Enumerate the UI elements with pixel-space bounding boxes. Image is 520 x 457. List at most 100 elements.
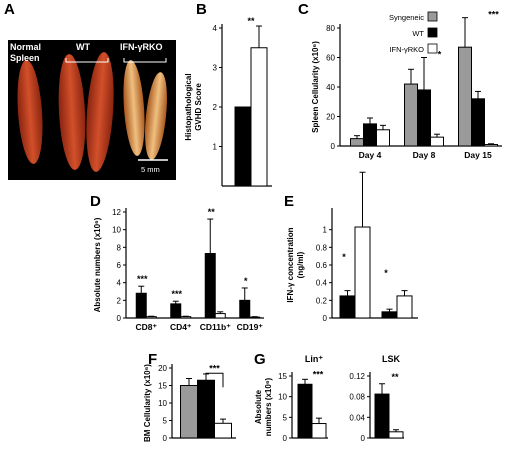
y-tick-label: 8 (117, 243, 122, 252)
significance-label: * (384, 268, 388, 278)
y-tick-label: 1 (213, 143, 218, 152)
y-tick-label: 0.12 (349, 372, 365, 381)
panel-letter-c: C (298, 1, 309, 18)
significance-label: *** (488, 10, 499, 20)
spleen-normal (17, 60, 43, 164)
significance-label: * (244, 276, 248, 286)
bar-syngeneic (458, 46, 472, 147)
y-tick-label: 10 (158, 399, 167, 408)
y-tick-label: 0.04 (349, 413, 365, 422)
y-tick-label: 0.2 (316, 296, 328, 305)
bar-wt (381, 311, 398, 319)
bar-wt (363, 123, 377, 147)
significance-label: *** (209, 363, 220, 373)
panel-letter-d: D (90, 193, 101, 210)
panel-letter-b: B (196, 1, 207, 18)
y-axis-label: (ng/ml) (296, 251, 305, 278)
y-tick-label: 15 (158, 382, 167, 391)
significance-label: ** (391, 372, 399, 382)
chart-c: 0 20 40 60 80 Spleen Cellularity (x10⁶) Day 4 *… (311, 10, 502, 160)
bar-syngeneic (350, 138, 364, 147)
significance-label: *** (137, 274, 148, 284)
bar-ifn-rko (388, 431, 404, 439)
legend-label-wt: WT (412, 29, 424, 38)
bracket-ko (123, 58, 167, 63)
bar-wt (417, 89, 431, 147)
category-label: CD8⁺ (136, 322, 158, 332)
bar-wt (374, 393, 390, 439)
y-axis-label: GVHD Score (194, 83, 203, 131)
spleen-wt-2 (86, 52, 114, 172)
y-tick-label: 5 (283, 413, 288, 422)
bar-wt (339, 295, 356, 319)
chart-title: Lin⁺ (305, 354, 323, 364)
bar-wt (204, 253, 216, 319)
y-tick-label: 10 (278, 393, 287, 402)
bar-ifn-rko (145, 316, 157, 319)
bar-wt (239, 299, 251, 319)
bar-ifn-rko (376, 129, 390, 147)
legend-swatch-wt (427, 27, 438, 38)
y-tick-label: 0 (361, 434, 366, 443)
y-tick-label: 20 (326, 113, 335, 122)
spleen-photo: 5 mm Normal Spleen WT IFN-γRKO (8, 40, 176, 180)
category-label: Day 8 (413, 150, 436, 160)
label-ifngrko: IFN-γRKO (120, 42, 163, 52)
y-axis-label: BM Cellularity (x10⁶) (143, 364, 152, 442)
y-tick-label: 0 (163, 434, 168, 443)
y-tick-label: 0.8 (316, 243, 328, 252)
significance-label: ** (247, 16, 255, 26)
y-tick-label: 15 (278, 372, 287, 381)
bar-wt (170, 303, 182, 319)
y-tick-label: 4 (117, 279, 122, 288)
label-wt: WT (76, 42, 90, 52)
bar-syngeneic (180, 385, 198, 439)
category-label: CD11b⁺ (200, 322, 231, 332)
bar-wt (197, 379, 215, 439)
legend-label-syngeneic: Syngeneic (389, 13, 424, 22)
bar-syngeneic (404, 83, 418, 147)
panel-letter-g: G (254, 351, 266, 368)
bracket-wt (65, 58, 109, 63)
spleen-ko-2 (145, 72, 167, 160)
bar-wt (471, 98, 485, 147)
y-axis-label: Histopathological (184, 73, 193, 140)
category-label: Day 4 (359, 150, 382, 160)
y-axis-label: Spleen Cellularity (x10⁶) (311, 41, 320, 133)
significance-label: ** (208, 207, 216, 217)
y-tick-label: 12 (112, 208, 121, 217)
significance-bracket (205, 372, 224, 388)
y-axis-label: IFN-γ concentration (286, 227, 295, 302)
y-tick-label: 0 (283, 434, 288, 443)
y-tick-label: 60 (326, 54, 335, 63)
y-axis-label: Absolute numbers (x10⁶) (93, 217, 102, 312)
category-label: Day 15 (464, 150, 492, 160)
y-tick-label: 20 (158, 364, 167, 373)
panel-letter-e: E (284, 193, 294, 210)
significance-label: * (342, 252, 346, 262)
bar-ifn-rko (214, 422, 232, 439)
bar-ifn-rko (311, 423, 327, 439)
legend-label-ifngrko: IFN-γRKO (389, 45, 424, 54)
y-axis-label: numbers (x10⁶) (264, 377, 273, 436)
chart-f: 0 5 10 15 20 BM Cellularity (x10⁶) *** (143, 363, 236, 443)
chart-g-lin: 0 5 10 15 Absolute numbers (x10⁶) Lin⁺ *** (254, 354, 328, 443)
bar-ifn-rko (180, 316, 192, 319)
significance-label: *** (171, 289, 182, 299)
bar-wt (234, 106, 252, 187)
bar-ifn-rko (354, 226, 371, 319)
bar-ifn-rko (484, 144, 498, 147)
bar-wt (297, 383, 313, 439)
bar-ifn-rko (250, 47, 268, 187)
y-tick-label: 0.4 (316, 279, 328, 288)
category-label: CD19⁺ (237, 322, 264, 332)
bar-wt (135, 292, 147, 319)
y-tick-label: 6 (117, 261, 122, 270)
y-tick-label: 80 (326, 24, 335, 33)
panel-letter-f: F (148, 351, 157, 368)
label-normal-spleen-line1: Normal (10, 42, 41, 52)
y-tick-label: 0 (117, 314, 122, 323)
y-tick-label: 2 (213, 103, 218, 112)
